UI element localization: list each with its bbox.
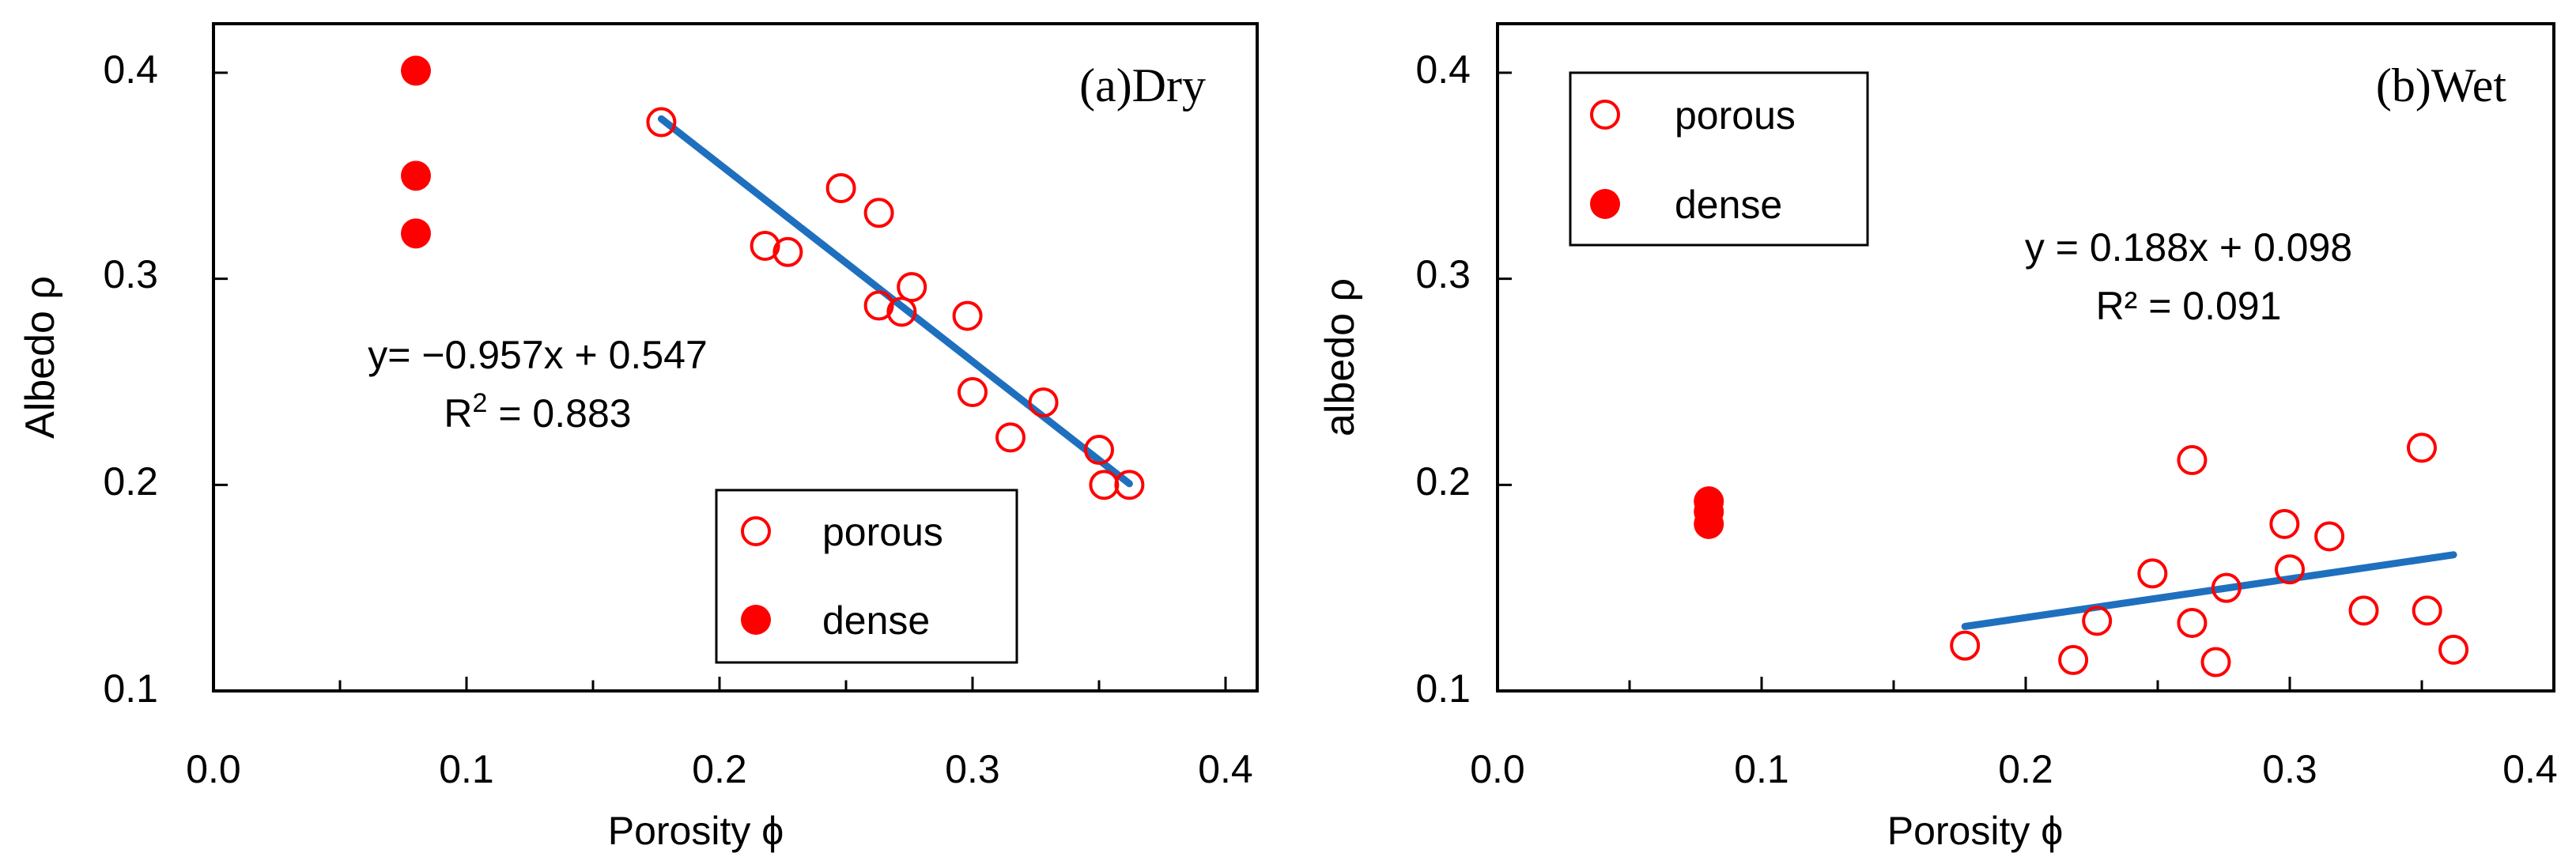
panel-b-porous-point-1 [2058, 644, 2089, 675]
panel-b-porous-point-13 [2412, 595, 2442, 626]
panel-a-ytick-0: 0.1 [103, 666, 158, 711]
panel-a-legend-box [715, 489, 1018, 664]
panel-b-xtick-4: 0.4 [2502, 747, 2558, 791]
panel-b-xtick-0: 0.0 [1470, 747, 1525, 791]
panel-b-xlabel: Porosity ϕ [1887, 809, 2064, 853]
panel-b-porous-point-5 [2177, 607, 2208, 638]
panel-b-xtick-1: 0.1 [1734, 747, 1789, 791]
panel-a-xtick-4: 0.4 [1198, 747, 1253, 791]
panel-b-fit-equation: y = 0.188x + 0.098 [2025, 225, 2352, 270]
panel-a-porous-point-12 [1084, 435, 1114, 466]
panel-b-xtick-3: 0.3 [2262, 747, 2317, 791]
panel-a-legend-porous-label: porous [822, 510, 943, 554]
panel-a-porous-point-14 [1114, 470, 1145, 500]
panel-b-ytick-1: 0.2 [1415, 459, 1471, 504]
panel-a-ticks [212, 71, 1227, 693]
panel-b-legend: porous dense [1569, 71, 1869, 247]
panel-a-dry: 0.1 0.2 0.3 0.4 0.0 0.1 0.2 0.3 0.4 Poro… [17, 22, 1259, 853]
panel-b-ticks [1496, 71, 2555, 693]
panel-b-porous-point-9 [2275, 554, 2305, 585]
panel-a-ytick-1: 0.2 [103, 459, 158, 504]
panel-a-ytick-2: 0.3 [103, 252, 158, 296]
panel-a-porous-point-0 [646, 107, 677, 138]
panel-b-ytick-0: 0.1 [1415, 666, 1471, 711]
panel-b-porous-point-6 [2200, 647, 2231, 677]
panel-b-ytick-3: 0.4 [1415, 47, 1471, 92]
panel-a-title: (a)Dry [1079, 59, 1206, 111]
panel-a-xtick-0: 0.0 [186, 747, 241, 791]
panel-a-porous-point-6 [886, 296, 917, 327]
panel-b-porous-point-3 [2137, 558, 2168, 589]
panel-b-porous-point-11 [2348, 595, 2379, 626]
panel-a-r2-exponent: 2 [473, 388, 488, 418]
panel-b-legend-dense-label: dense [1675, 183, 1782, 227]
panel-b-porous-point-12 [2407, 432, 2437, 463]
panel-a-xlabel: Porosity ϕ [608, 809, 784, 853]
panel-a-dense-point-0 [401, 55, 431, 86]
panel-a-r2-prefix: R [444, 391, 472, 436]
panel-a-porous-point-9 [958, 377, 988, 408]
panel-a-dense-point-2 [401, 218, 431, 249]
panel-a-r2-value: = 0.883 [487, 391, 631, 436]
panel-b-fit-group [1961, 551, 2457, 630]
panel-a-xtick-2: 0.2 [692, 747, 747, 791]
panel-b-porous-point-4 [2177, 445, 2208, 476]
panel-a-porous-point-8 [952, 300, 983, 331]
panel-b-porous-point-14 [2438, 634, 2469, 665]
panel-a-ylabel: Albedo ρ [17, 276, 63, 439]
panel-a-porous-point-3 [825, 172, 856, 203]
panel-b-fit-line [1961, 551, 2457, 630]
panel-b-porous-point-2 [2082, 606, 2113, 636]
panel-a-fit-equation: y= −0.957x + 0.547 [368, 333, 708, 377]
panel-a-dense-point-1 [401, 160, 431, 191]
panel-a-porous-point-7 [897, 272, 927, 303]
panel-a-legend-porous-marker [741, 516, 771, 546]
panel-a-ytick-3: 0.4 [103, 47, 158, 92]
panel-b-porous-point-10 [2314, 521, 2345, 552]
panel-a-porous-point-13 [1089, 470, 1120, 500]
panel-a-legend: porous dense [715, 489, 1018, 664]
panel-a-legend-dense-marker [741, 605, 771, 635]
panel-a-porous-point-10 [995, 422, 1025, 453]
panel-b-title: (b)Wet [2376, 59, 2506, 111]
panel-a-porous-point-5 [863, 290, 894, 321]
panel-a-points [401, 55, 1145, 500]
panel-a-porous-point-1 [750, 230, 780, 261]
panel-b-xtick-2: 0.2 [1998, 747, 2053, 791]
panel-b-legend-dense-marker [1590, 189, 1620, 219]
panel-b-porous-point-7 [2211, 572, 2242, 603]
panel-b-legend-box [1569, 71, 1869, 247]
panel-b-fit-r2: R² = 0.091 [2096, 284, 2282, 328]
panel-a-legend-dense-label: dense [822, 598, 930, 643]
panel-b-legend-porous-marker [1590, 100, 1620, 130]
panel-a-porous-point-4 [863, 198, 894, 228]
panel-a-porous-point-11 [1028, 387, 1059, 418]
panel-b-points [1694, 432, 2469, 677]
panel-b-porous-point-8 [2269, 508, 2300, 539]
panel-b-wet: 0.1 0.2 0.3 0.4 0.0 0.1 0.2 0.3 0.4 Poro… [1317, 22, 2558, 853]
panel-a-plot-frame [212, 22, 1259, 693]
panel-b-ylabel: albedo ρ [1317, 278, 1363, 436]
panel-a-xtick-1: 0.1 [439, 747, 494, 791]
panel-a-xtick-3: 0.3 [945, 747, 1000, 791]
panel-b-ytick-2: 0.3 [1415, 252, 1471, 296]
panel-b-dense-point-2 [1694, 508, 1724, 539]
panel-a-fit-r2: R2 = 0.883 [444, 388, 631, 436]
panel-b-legend-porous-label: porous [1675, 93, 1796, 138]
panel-b-porous-point-0 [1950, 630, 1981, 661]
panel-a-porous-point-2 [772, 236, 803, 267]
